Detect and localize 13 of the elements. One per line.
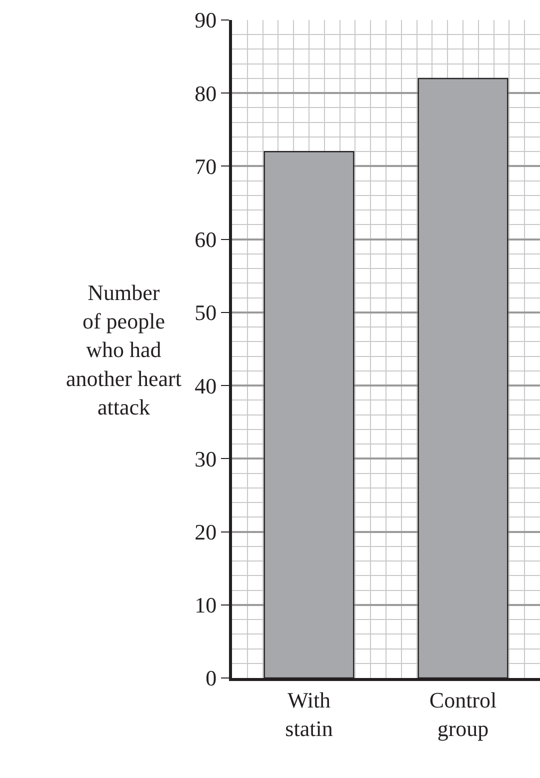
y-tick-label: 70 xyxy=(194,154,217,179)
y-tick-label: 0 xyxy=(206,666,217,691)
x-tick-label: With statin xyxy=(285,687,333,741)
y-tick-label: 30 xyxy=(194,446,217,472)
y-tick-label: 40 xyxy=(194,373,217,398)
y-tick-label: 20 xyxy=(194,519,217,544)
y-axis-title: Number of people who had another heart attack xyxy=(66,280,182,420)
y-tick-label: 90 xyxy=(194,8,217,33)
x-tick-label: Control group xyxy=(429,687,497,741)
y-tick-label: 80 xyxy=(194,80,217,106)
y-tick-label: 50 xyxy=(194,300,217,326)
y-tick-label: 10 xyxy=(194,592,217,618)
y-tick-label: 60 xyxy=(194,227,217,252)
